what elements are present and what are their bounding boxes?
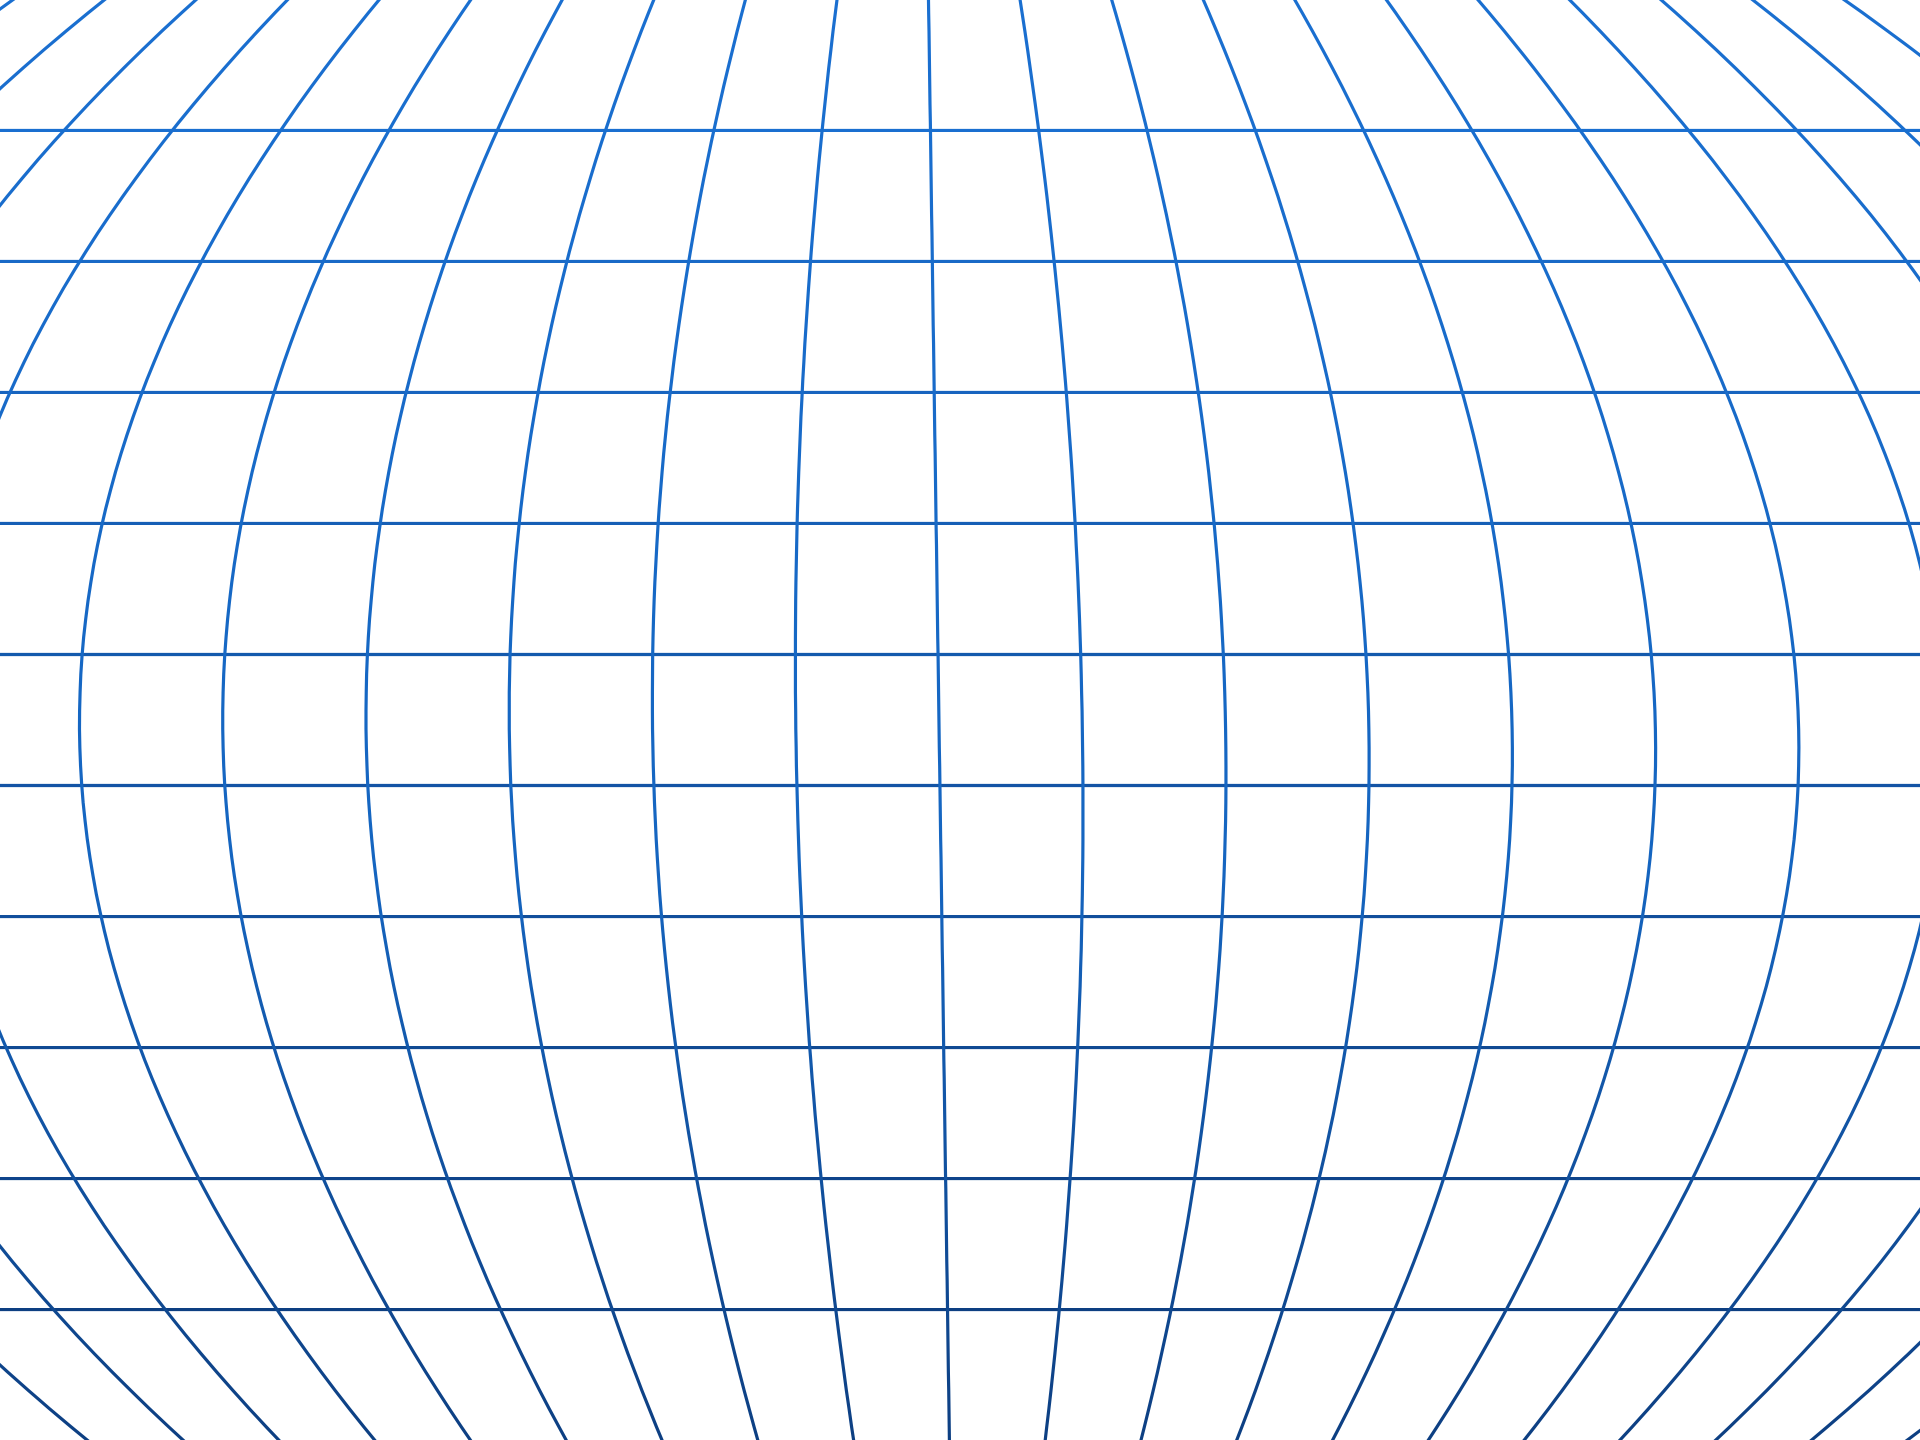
vertical-line — [1476, 0, 1801, 1440]
vertical-line — [1384, 0, 1658, 1440]
vertical-line — [77, 0, 382, 1440]
vertical-line — [793, 0, 856, 1440]
vertical-line — [650, 0, 760, 1440]
vertical-line — [0, 0, 290, 1440]
vertical-line — [1110, 0, 1228, 1440]
vertical-line — [221, 0, 473, 1440]
vertical-line — [1658, 0, 1920, 1440]
vertical-line — [926, 0, 951, 1440]
vertical-line — [1201, 0, 1371, 1440]
vertical-line — [364, 0, 568, 1440]
vertical-line — [507, 0, 664, 1440]
vertical-line — [1567, 0, 1920, 1440]
vertical-line — [1018, 0, 1085, 1440]
vertical-line — [1293, 0, 1514, 1440]
